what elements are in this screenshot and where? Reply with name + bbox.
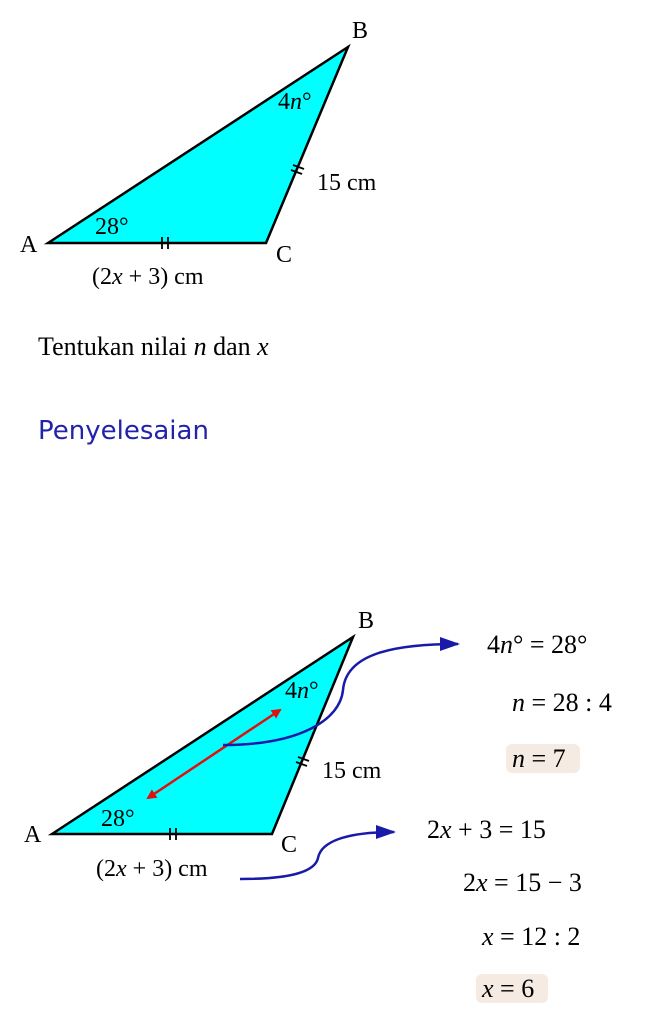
tick-marks-ac-1 <box>161 237 169 249</box>
vertex-label-c: C <box>281 832 297 858</box>
tick-marks-bc-2 <box>295 756 310 767</box>
side-ac-label: (2x + 3) cm <box>92 264 204 290</box>
blue-arrow-to-x-solution <box>239 825 396 881</box>
angle-b-label: 4n° <box>278 89 312 115</box>
side-ac-label: (2x + 3) cm <box>96 856 208 882</box>
vertex-label-a: A <box>20 232 38 258</box>
triangle-figure-2: A B C 28° 4n° 15 cm (2x + 3) cm <box>24 608 460 882</box>
blue-arrow-to-n-solution <box>222 637 460 747</box>
vertex-label-c: C <box>276 242 292 268</box>
vertex-label-b: B <box>352 18 368 44</box>
solution-n-line-3: n = 7 <box>506 744 580 774</box>
answer-highlight-n: n = 7 <box>506 744 580 773</box>
vertex-label-a: A <box>24 822 42 848</box>
solution-x-line-3: x = 12 : 2 <box>482 922 581 951</box>
triangle-abc-1 <box>43 43 351 245</box>
answer-highlight-x: x = 6 <box>476 974 549 1003</box>
solution-x-line-1: 2x + 3 = 15 <box>427 815 546 844</box>
red-double-arrow <box>146 708 282 800</box>
tick-marks-ac-2 <box>169 828 177 840</box>
tick-marks-bc-1 <box>290 164 305 175</box>
question-text: Tentukan nilai n dan x <box>38 332 269 361</box>
angle-b-label: 4n° <box>285 678 319 704</box>
solution-x-line-4: x = 6 <box>476 974 549 1004</box>
solution-heading: Penyelesaian <box>38 416 209 446</box>
triangle-abc-2 <box>47 633 356 836</box>
side-bc-label: 15 cm <box>322 758 382 784</box>
angle-a-label: 28° <box>101 806 135 832</box>
solution-n-line-1: 4n° = 28° <box>487 630 588 659</box>
solution-x-line-2: 2x = 15 − 3 <box>463 868 582 897</box>
solution-n-line-2: n = 28 : 4 <box>512 688 612 717</box>
vertex-label-b: B <box>358 608 374 634</box>
angle-a-label: 28° <box>95 214 129 240</box>
triangle-figure-1: A B C 28° 4n° 15 cm (2x + 3) cm <box>20 18 377 290</box>
side-bc-label: 15 cm <box>317 170 377 196</box>
